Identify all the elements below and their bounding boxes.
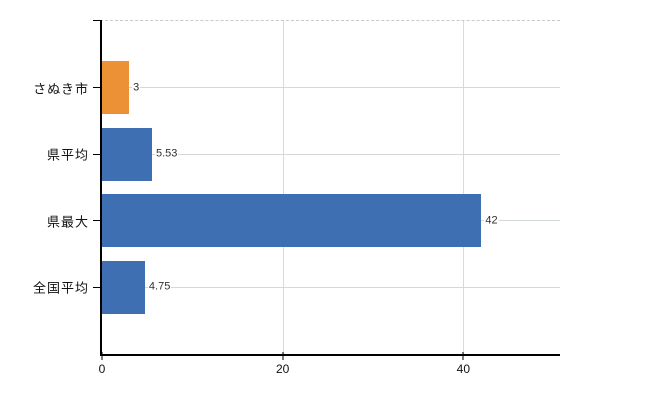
x-tick-label: 20 [275,362,290,376]
y-axis-tick [93,153,102,155]
bar-3 [102,260,145,314]
category-label: 県最大 [46,214,89,230]
x-axis-tick [282,352,284,360]
category-label: 県平均 [46,147,89,163]
x-gridline [463,21,465,354]
category-label: さぬき市 [33,81,89,97]
bar-2 [102,194,482,248]
y-axis-tick [93,286,102,288]
value-label: 42 [484,214,499,228]
bar-1 [102,127,152,181]
x-tick-label: 40 [456,362,471,376]
value-label: 3 [132,81,141,95]
category-label: 全国平均 [32,280,89,296]
category-gridline [102,153,560,155]
x-axis-tick [101,352,103,360]
x-tick-label: 0 [98,362,106,376]
value-label: 5.53 [154,147,179,161]
y-axis-top-tick [93,20,102,21]
value-label: 4.75 [147,280,172,294]
category-gridline [102,286,560,288]
x-axis-tick [462,352,464,360]
y-axis-tick [93,87,102,89]
y-axis-tick [93,220,102,222]
plot-area: 0 20 40 さぬき市 3 県平均 5.53 県最大 42 全国平均 4.75 [33,20,560,376]
bar-0 [102,61,130,115]
category-gridline [102,87,560,89]
x-gridline [282,21,284,354]
